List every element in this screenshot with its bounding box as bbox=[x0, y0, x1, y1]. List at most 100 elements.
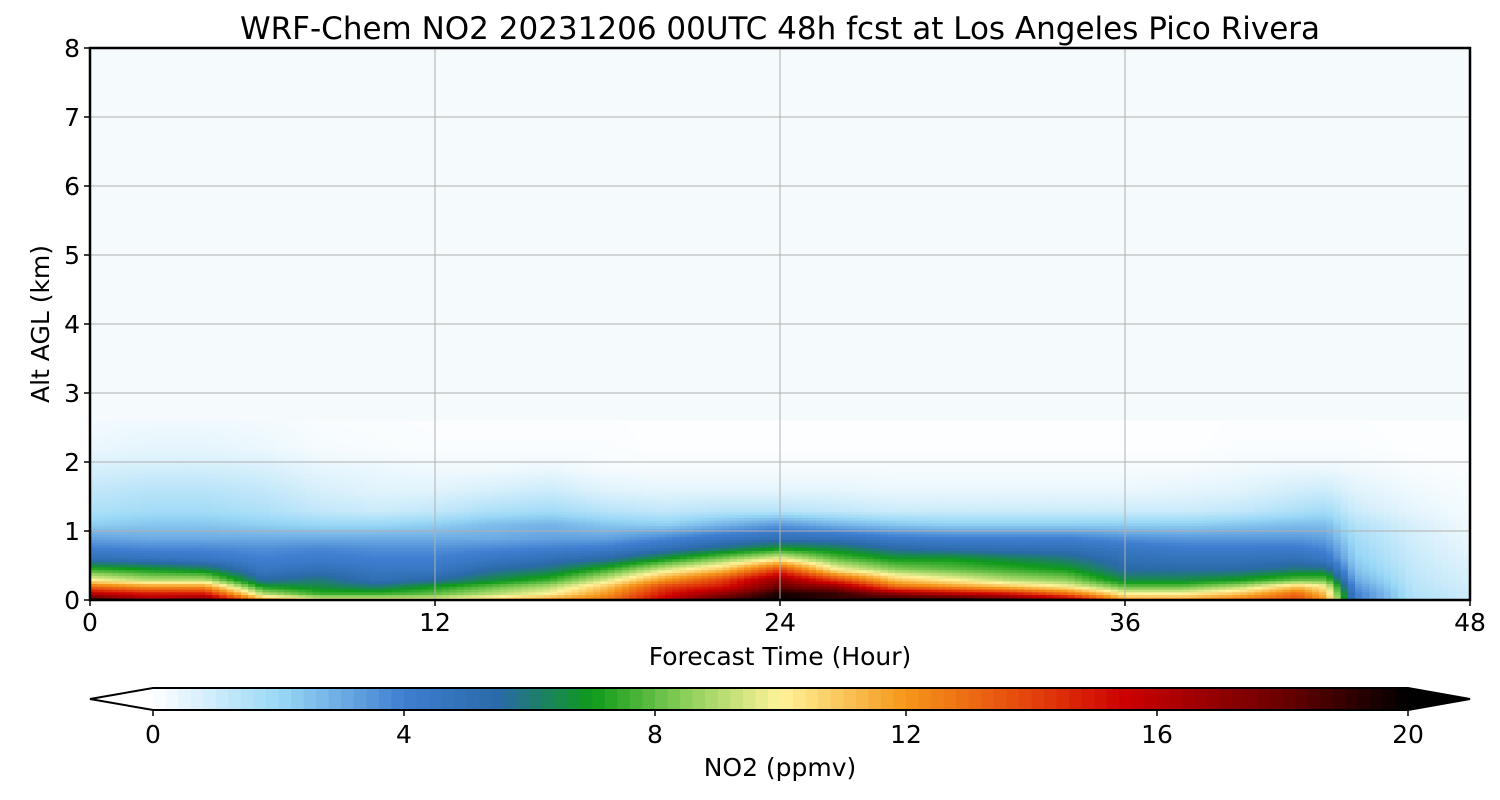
heatmap-cell bbox=[1290, 558, 1299, 562]
heatmap-cell bbox=[1340, 586, 1349, 590]
heatmap-cell bbox=[772, 550, 781, 554]
heatmap-cell bbox=[1304, 586, 1313, 590]
heatmap-cell bbox=[1261, 588, 1270, 593]
heatmap-cell bbox=[1017, 588, 1025, 593]
heatmap-cell bbox=[1175, 588, 1184, 593]
heatmap-cell bbox=[751, 591, 760, 596]
heatmap-cell bbox=[97, 591, 105, 596]
heatmap-cell bbox=[111, 553, 120, 557]
heatmap-cell bbox=[140, 575, 149, 579]
heatmap-cell bbox=[212, 528, 220, 532]
heatmap-cell bbox=[97, 586, 105, 590]
heatmap-cell bbox=[708, 550, 716, 554]
heatmap-cell bbox=[1010, 588, 1018, 593]
heatmap-cell bbox=[240, 550, 249, 554]
heatmap-cell bbox=[1412, 561, 1421, 565]
heatmap-cell bbox=[916, 550, 925, 554]
heatmap-cell bbox=[435, 591, 443, 596]
heatmap-cell bbox=[248, 569, 256, 573]
heatmap-cell bbox=[435, 544, 443, 549]
heatmap-cell bbox=[981, 591, 990, 596]
heatmap-cell bbox=[1060, 575, 1069, 579]
heatmap-cell bbox=[370, 542, 379, 546]
heatmap-cell bbox=[1297, 575, 1306, 579]
heatmap-cell bbox=[823, 569, 831, 573]
heatmap-cell bbox=[621, 594, 630, 598]
heatmap-cell bbox=[169, 553, 177, 557]
heatmap-cell bbox=[413, 528, 422, 532]
heatmap-cell bbox=[463, 564, 472, 568]
heatmap-cell bbox=[1254, 588, 1263, 593]
heatmap-cell bbox=[363, 564, 371, 568]
heatmap-cell bbox=[1211, 588, 1220, 593]
heatmap-cell bbox=[1326, 564, 1335, 568]
heatmap-cell bbox=[1074, 539, 1083, 543]
heatmap-cell bbox=[700, 588, 709, 593]
heatmap-cell bbox=[665, 561, 673, 565]
heatmap-cell bbox=[1132, 586, 1140, 590]
heatmap-cell bbox=[1390, 583, 1399, 587]
heatmap-cell bbox=[780, 553, 788, 557]
heatmap-cell bbox=[262, 572, 271, 576]
heatmap-cell bbox=[1146, 561, 1155, 565]
heatmap-cell bbox=[1153, 586, 1162, 590]
heatmap-cell bbox=[873, 528, 882, 532]
heatmap-cell bbox=[1117, 539, 1126, 543]
heatmap-cell bbox=[1319, 580, 1327, 585]
heatmap-cell bbox=[1355, 561, 1363, 565]
heatmap-cell bbox=[1297, 528, 1306, 532]
heatmap-cell bbox=[1153, 555, 1162, 560]
heatmap-cell bbox=[815, 588, 824, 593]
heatmap-cell bbox=[1297, 536, 1306, 540]
heatmap-cell bbox=[902, 586, 910, 590]
heatmap-cell bbox=[370, 594, 379, 598]
heatmap-cell bbox=[1067, 583, 1076, 587]
heatmap-cell bbox=[578, 536, 587, 540]
heatmap-cell bbox=[1189, 564, 1198, 568]
heatmap-cell bbox=[643, 533, 652, 538]
heatmap-cell bbox=[248, 591, 256, 596]
heatmap-cell bbox=[355, 547, 364, 551]
heatmap-cell bbox=[1455, 531, 1464, 535]
heatmap-cell bbox=[427, 569, 436, 573]
heatmap-cell bbox=[693, 558, 702, 562]
heatmap-cell bbox=[169, 577, 177, 582]
heatmap-cell bbox=[420, 566, 429, 571]
heatmap-cell bbox=[183, 580, 192, 585]
heatmap-cell bbox=[895, 533, 903, 538]
heatmap-cell bbox=[255, 533, 264, 538]
heatmap-cell bbox=[118, 531, 127, 535]
heatmap-cell bbox=[233, 561, 242, 565]
heatmap-cell bbox=[262, 544, 271, 549]
heatmap-cell bbox=[851, 561, 860, 565]
heatmap-cell bbox=[255, 564, 264, 568]
heatmap-cell bbox=[1081, 564, 1090, 568]
heatmap-cell bbox=[1204, 542, 1212, 546]
heatmap-cell bbox=[133, 555, 141, 560]
heatmap-cell bbox=[988, 569, 997, 573]
heatmap-cell bbox=[1268, 594, 1277, 598]
heatmap-cell bbox=[823, 531, 831, 535]
heatmap-cell bbox=[1405, 558, 1414, 562]
heatmap-cell bbox=[722, 564, 731, 568]
heatmap-cell bbox=[1074, 531, 1083, 535]
heatmap-cell bbox=[1002, 558, 1011, 562]
heatmap-cell bbox=[1053, 588, 1061, 593]
heatmap-cell bbox=[1182, 555, 1191, 560]
heatmap-cell bbox=[406, 555, 415, 560]
heatmap-cell bbox=[370, 575, 379, 579]
heatmap-cell bbox=[657, 580, 666, 585]
heatmap-cell bbox=[212, 572, 220, 576]
heatmap-cell bbox=[557, 566, 565, 571]
heatmap-cell bbox=[722, 550, 731, 554]
heatmap-cell bbox=[1125, 564, 1133, 568]
heatmap-cell bbox=[348, 580, 357, 585]
heatmap-cell bbox=[384, 553, 393, 557]
heatmap-cell bbox=[966, 575, 975, 579]
heatmap-cell bbox=[463, 539, 472, 543]
heatmap-cell bbox=[744, 564, 752, 568]
heatmap-cell bbox=[1232, 550, 1241, 554]
heatmap-cell bbox=[1297, 550, 1306, 554]
heatmap-cell bbox=[1304, 569, 1313, 573]
heatmap-cell bbox=[161, 558, 170, 562]
